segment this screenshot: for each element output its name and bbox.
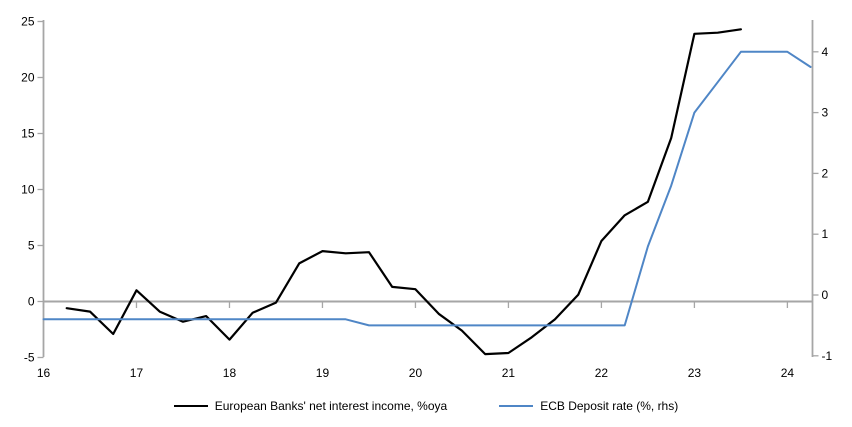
deposit-rate-legend-label: ECB Deposit rate (%, rhs)	[540, 399, 679, 413]
ecb-deposit-rate-series-line	[42, 50, 812, 327]
nii-line-marker	[173, 405, 208, 407]
svg-text:22: 22	[595, 366, 609, 380]
svg-text:5: 5	[28, 239, 35, 253]
svg-text:0: 0	[28, 295, 35, 309]
svg-text:16: 16	[37, 366, 51, 380]
svg-text:19: 19	[316, 366, 330, 380]
left-axis-labels: 25 20 15 10 5 0 -5	[21, 15, 35, 365]
svg-text:18: 18	[223, 366, 237, 380]
svg-text:10: 10	[21, 183, 35, 197]
x-axis-labels: 16 17 18 19 20 21 22 23 24	[37, 366, 795, 380]
deposit-rate-line-marker	[499, 405, 534, 407]
svg-text:-5: -5	[24, 351, 35, 365]
svg-text:3: 3	[822, 106, 829, 120]
svg-text:0: 0	[822, 288, 829, 302]
svg-text:15: 15	[21, 127, 35, 141]
svg-text:17: 17	[130, 366, 144, 380]
svg-text:1: 1	[822, 227, 829, 241]
legend-item-deposit-rate: ECB Deposit rate (%, rhs)	[499, 399, 678, 413]
nii-legend-label: European Banks' net interest income, %oy…	[214, 399, 448, 413]
svg-text:23: 23	[688, 366, 702, 380]
chart-legend: European Banks' net interest income, %oy…	[0, 397, 852, 415]
nii-series-line	[65, 28, 743, 356]
right-axis-labels: 4 3 2 1 0 -1	[822, 45, 833, 363]
svg-text:-1: -1	[822, 349, 833, 363]
svg-text:20: 20	[21, 71, 35, 85]
svg-text:4: 4	[822, 45, 829, 59]
left-axis-ticks	[37, 20, 44, 359]
svg-text:20: 20	[409, 366, 423, 380]
svg-text:25: 25	[21, 15, 35, 29]
svg-text:2: 2	[822, 166, 829, 180]
right-axis-ticks	[812, 51, 819, 357]
legend-item-nii: European Banks' net interest income, %oy…	[173, 399, 448, 413]
svg-text:21: 21	[502, 366, 516, 380]
svg-text:24: 24	[781, 366, 795, 380]
